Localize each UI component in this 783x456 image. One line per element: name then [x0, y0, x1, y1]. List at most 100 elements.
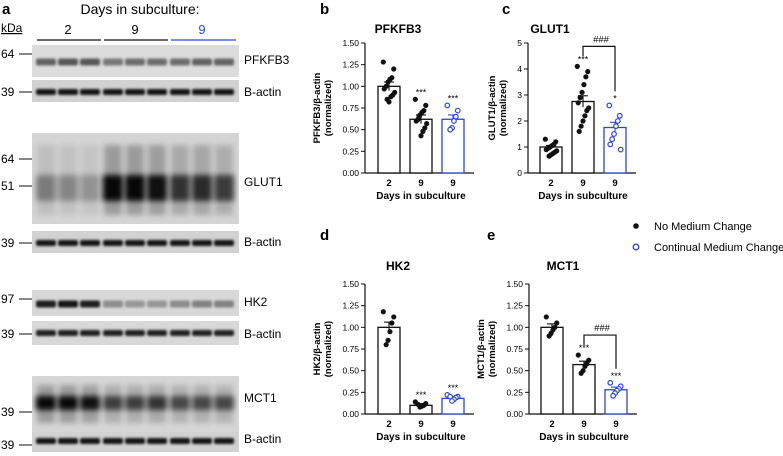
blot-band — [80, 240, 100, 246]
data-point — [413, 118, 419, 124]
data-point — [585, 68, 591, 75]
data-point — [616, 112, 623, 119]
blot-band — [80, 58, 100, 66]
marker-64-pfkfb3: 64 — [1, 47, 15, 61]
data-point — [380, 309, 386, 315]
blot-band — [58, 330, 78, 336]
blot-band — [214, 89, 234, 95]
x-tick-label: 2 — [386, 419, 391, 430]
group-label-day9-changes: 9 — [198, 22, 205, 37]
data-point — [575, 352, 581, 358]
blot-band — [214, 300, 234, 308]
data-point — [617, 146, 624, 153]
blot-band — [214, 175, 234, 201]
legend-label-continual-medium-changes: Continual Medium Changes — [654, 242, 783, 254]
y-tick-label: 1.50 — [342, 279, 359, 289]
bracket-significance-label: ### — [594, 323, 611, 334]
chart-hk2: d HK2 0.00 0.25 0.50 0.75 1.00 1.25 1.50 HK2/β-ac… — [312, 227, 474, 443]
y-tick-label: 0.25 — [506, 387, 523, 397]
blot-band — [192, 240, 212, 246]
x-tick-label: 9 — [581, 419, 586, 430]
data-point — [451, 118, 457, 124]
data-point — [609, 136, 616, 143]
marker-51-glut1: 51 — [1, 179, 15, 193]
y-tick-label: 0.50 — [342, 366, 359, 376]
data-point — [546, 153, 552, 159]
data-point — [584, 107, 590, 114]
bar — [540, 326, 564, 415]
x-tick-label: 9 — [612, 178, 617, 189]
data-point — [574, 63, 580, 69]
protein-label-actin-2: B-actin — [244, 235, 281, 249]
y-axis-label: HK2/β-actin — [312, 322, 323, 375]
y-tick-label: 0.50 — [342, 125, 359, 135]
blot-header: Days in subculture: — [80, 1, 199, 17]
significance-label: *** — [416, 87, 427, 97]
blot-band — [125, 89, 145, 95]
y-axis-label-units: (normalized) — [323, 321, 334, 377]
data-point — [383, 342, 389, 348]
x-axis-label: Days in subculture — [376, 191, 466, 202]
y-tick-label: 3 — [517, 90, 522, 100]
blot-band — [80, 89, 100, 95]
data-point — [447, 393, 454, 400]
data-point — [385, 337, 391, 343]
data-point — [415, 401, 421, 408]
data-point — [546, 333, 552, 339]
blot-band — [36, 58, 56, 66]
blot-band — [125, 240, 145, 246]
data-point — [606, 102, 613, 109]
chart-title: PFKFB3 — [375, 22, 422, 36]
data-point — [384, 96, 390, 102]
marker-97-hk2: 97 — [1, 292, 15, 306]
chart-mct1: e MCT1 0.00 0.25 0.50 0.75 1.00 1.25 1.50 MCT1/β-… — [476, 227, 637, 443]
blot-band — [36, 240, 56, 246]
x-axis-label: Days in subculture — [539, 432, 629, 443]
chart-glut1: c GLUT1 0 1 2 3 4 5 GLUT1/β-actin (normalized) 2 9 *… — [487, 1, 636, 202]
x-tick-label: 9 — [450, 419, 455, 430]
significance-label: *** — [611, 371, 622, 381]
data-point — [454, 107, 461, 114]
blot-band — [147, 58, 167, 66]
blot-band — [36, 438, 56, 444]
data-point — [416, 114, 422, 120]
blot-band — [192, 330, 212, 336]
blot-band — [80, 438, 100, 444]
y-axis-label: MCT1/β-actin — [476, 319, 487, 379]
blot-band — [103, 438, 123, 444]
comparison-bracket — [582, 45, 616, 92]
data-point — [418, 133, 424, 139]
marker-39-actin-4: 39 — [1, 438, 15, 452]
y-tick-label: 0.25 — [342, 387, 359, 397]
y-tick-label: 4 — [517, 64, 522, 74]
y-tick-label: 1.50 — [506, 279, 523, 289]
blot-band — [147, 300, 167, 308]
blot-band — [214, 396, 234, 410]
blot-band — [170, 89, 190, 95]
data-point — [385, 79, 391, 85]
y-tick-label: 2 — [517, 116, 522, 126]
protein-label-hk2: HK2 — [244, 295, 268, 309]
y-tick-label: 1.00 — [506, 322, 523, 332]
group-label-day2: 2 — [64, 22, 71, 37]
blot-band — [103, 300, 123, 308]
blot-band — [125, 175, 145, 201]
data-point — [542, 136, 548, 142]
y-tick-label: 1.00 — [342, 81, 359, 91]
blot-band — [147, 89, 167, 95]
data-point — [543, 147, 549, 153]
blot-band — [36, 89, 56, 95]
data-point — [580, 118, 586, 124]
bar — [571, 100, 595, 174]
blot-band — [147, 175, 167, 201]
x-tick-label: 2 — [386, 178, 391, 189]
data-point — [578, 123, 584, 129]
y-axis-label: PFKFB3/β-actin — [312, 72, 323, 143]
blot-band — [103, 58, 123, 66]
blot-band — [103, 330, 123, 336]
blot-band — [103, 240, 123, 246]
legend-marker-open — [632, 243, 640, 251]
blot-band — [147, 396, 167, 410]
blot-band — [170, 396, 190, 410]
